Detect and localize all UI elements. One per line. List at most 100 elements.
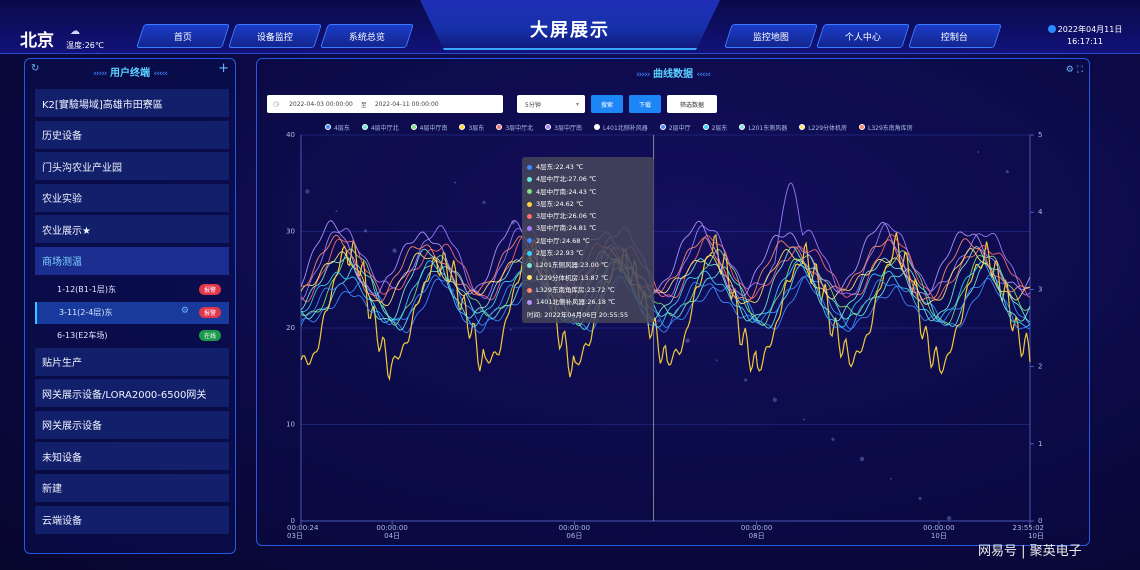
legend-swatch [410, 124, 417, 130]
nav-console[interactable]: 控制台 [908, 24, 1002, 48]
menu-item[interactable]: 新建 [35, 473, 229, 502]
fullscreen-icon[interactable]: ⛶ [1076, 65, 1083, 75]
date-start: 2022-04-03 00:00:00 [289, 100, 353, 108]
y-left-tick-label: 20 [286, 324, 295, 332]
menu-item[interactable]: 云端设备 [35, 505, 229, 534]
x-tick-time-label: 00:00:00 [741, 524, 772, 532]
plus-icon[interactable]: + [218, 61, 229, 76]
menu-item[interactable]: 门头沟农业产业园 [35, 152, 229, 181]
panel-title: 用户终端 [110, 68, 150, 79]
background-sparkle [305, 189, 310, 194]
sub-item-selected[interactable]: 3-11(2-4层)东 ⚙ 报警 [35, 301, 229, 324]
filter-data-button[interactable]: 筛选数据 [667, 95, 717, 113]
tooltip-swatch [527, 299, 532, 305]
interval-select[interactable]: 5分钟 ▾ [517, 95, 585, 113]
line-chart: 01020304001234500:00:2403日00:00:0004日00:… [286, 131, 1044, 540]
tooltip-swatch [527, 226, 532, 232]
legend-swatch [659, 124, 666, 130]
menu-item[interactable]: 网关展示设备 [35, 410, 229, 439]
legend-entry[interactable]: L401北侧补风器 [593, 121, 648, 133]
nav-personal-center[interactable]: 个人中心 [816, 24, 910, 48]
legend-entry[interactable]: 3层中厅北 [496, 121, 533, 133]
sub-item[interactable]: 6-13(E2车场) 在线 [35, 325, 229, 347]
tooltip-value: 2层中厅:24.68 ℃ [536, 236, 590, 245]
legend-entry[interactable]: 2层中厅 [659, 121, 691, 133]
settings-icon[interactable]: ⚙ [1065, 65, 1074, 75]
legend-label: 3层中厅南 [554, 124, 582, 132]
nav-device-monitor[interactable]: 设备监控 [228, 24, 322, 48]
background-sparkle [918, 496, 922, 501]
menu-item[interactable]: 历史设备 [35, 120, 229, 149]
legend-label: 4层中厅南 [419, 124, 448, 132]
nav-system-overview[interactable]: 系统总览 [320, 24, 414, 48]
settings-icon[interactable]: ⚙ [180, 305, 189, 316]
tooltip-value: L229分体机房:13.87 ℃ [536, 273, 609, 282]
search-button[interactable]: 搜索 [591, 95, 623, 113]
legend-label: 3层东 [468, 124, 485, 132]
menu-item[interactable]: 农业实验 [35, 183, 229, 212]
title-plate [420, 0, 720, 50]
date-range-picker[interactable]: ◷ 2022-04-03 00:00:00 至 2022-04-11 00:00… [267, 95, 503, 113]
background-sparkle [977, 150, 980, 153]
y-right-tick-label: 2 [1038, 363, 1042, 371]
y-left-tick-label: 30 [286, 228, 295, 236]
legend-entry[interactable]: 4层中厅北 [361, 121, 399, 133]
tooltip-row: 4层东:22.43 ℃ [527, 161, 649, 173]
background-sparkle [890, 477, 893, 480]
legend-label: 4层中厅北 [370, 124, 399, 132]
interval-value: 5分钟 [525, 101, 541, 109]
panel-title: 曲线数据 [653, 69, 693, 80]
download-button[interactable]: 下载 [629, 95, 661, 113]
tooltip-swatch [527, 263, 532, 269]
nav-monitor-map[interactable]: 监控地图 [724, 24, 818, 48]
tooltip-swatch [527, 201, 532, 207]
series-line [300, 234, 1031, 303]
background-sparkle [656, 319, 661, 323]
series-line [300, 259, 1031, 328]
tooltip-value: L201东侧风器:23.00 ℃ [536, 261, 609, 270]
background-sparkle [685, 338, 690, 343]
legend-entry[interactable]: L229分体机房 [799, 121, 847, 133]
x-tick-day-label: 04日 [384, 532, 400, 540]
y-left-tick-label: 10 [286, 421, 295, 429]
background-sparkle [454, 181, 457, 184]
legend-label: L201东侧风器 [748, 124, 788, 132]
menu-item[interactable]: 网关展示设备/LORA2000-6500网关 [35, 379, 229, 408]
menu-item[interactable]: 贴片生产 [35, 347, 229, 376]
legend-label: L401北侧补风器 [602, 124, 648, 132]
y-right-tick-label: 3 [1038, 285, 1042, 293]
tooltip-value: 2层东:22.93 ℃ [536, 249, 584, 258]
watermark: 网易号 | 聚英电子 [978, 544, 1082, 559]
legend-entry[interactable]: 3层东 [459, 121, 484, 133]
legend-entry[interactable]: 2层东 [702, 121, 727, 133]
legend-entry[interactable]: 3层中厅南 [545, 121, 582, 133]
sub-item[interactable]: 1-12(B1-1层)东 报警 [35, 279, 229, 301]
legend-entry[interactable]: L201东侧风器 [739, 121, 787, 133]
legend-label: 2层中厅 [668, 124, 691, 132]
city-label: 北京 [20, 31, 54, 51]
legend-entry[interactable]: 4层东 [325, 121, 350, 133]
legend-entry[interactable]: L329东南角库房 [859, 121, 913, 133]
menu-item[interactable]: K2[實驗場域]高雄市田寮區 [35, 89, 229, 117]
tooltip-row: 3层东:24.62 ℃ [527, 198, 649, 210]
x-tick-time-label: 00:00:00 [376, 524, 407, 532]
menu-item[interactable]: 农业展示★ [35, 215, 229, 244]
tooltip-row: L201东侧风器:23.00 ℃ [527, 259, 649, 271]
status-badge: 报警 [198, 306, 221, 318]
series-line [300, 234, 1031, 303]
date-label: 2022年04月11日 [1057, 25, 1123, 34]
tooltip-row: 1401北侧补风器:26.18 ℃ [527, 296, 649, 308]
series-line [300, 274, 1031, 334]
nav-home[interactable]: 首页 [136, 24, 230, 48]
status-badge: 报警 [198, 283, 221, 295]
background-sparkle [392, 248, 397, 253]
refresh-icon[interactable]: ↻ [31, 63, 40, 74]
chevron-right-icon: ››››› [92, 69, 108, 79]
chevron-left-icon: ‹‹‹‹‹ [696, 70, 711, 80]
x-tick-day-label: 10日 [1028, 532, 1044, 540]
clock-icon [1047, 25, 1056, 33]
menu-item[interactable]: 未知设备 [35, 442, 229, 471]
legend-entry[interactable]: 4层中厅南 [410, 121, 448, 133]
tooltip-value: L329东南角库房:23.72 ℃ [536, 285, 615, 294]
menu-item-mall-temperature[interactable]: 商场测温 [35, 246, 229, 275]
